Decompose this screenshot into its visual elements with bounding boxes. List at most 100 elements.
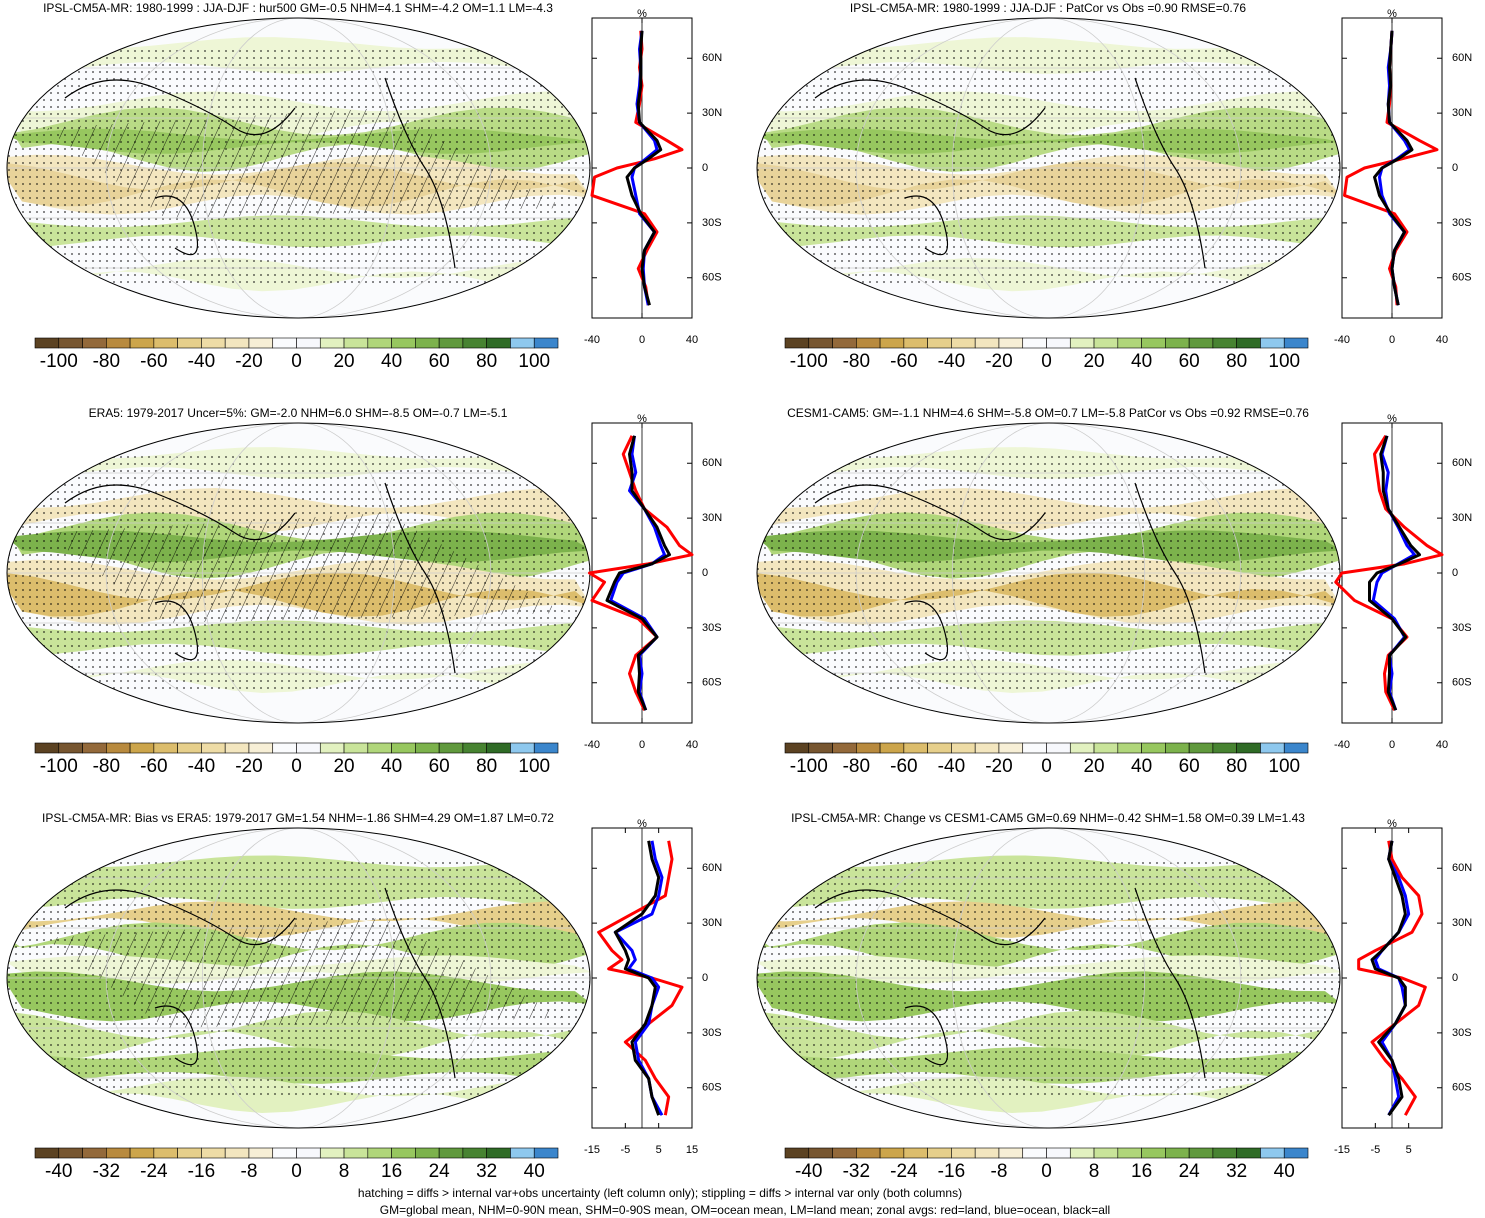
colorbar-label: 16 <box>381 1161 402 1182</box>
y-tick-label: 0 <box>1452 162 1458 174</box>
colorbar-box <box>319 1147 345 1159</box>
graticule <box>951 18 1146 318</box>
colorbar-label: 16 <box>1131 1161 1152 1182</box>
colorbar-label: -100 <box>790 756 828 777</box>
colorbar-box <box>1022 742 1047 754</box>
colorbar-label: -40 <box>188 351 215 372</box>
x-axis-label: % <box>637 818 647 830</box>
colorbar-label: 100 <box>518 351 550 372</box>
colorbar-box <box>951 1147 976 1159</box>
coastline <box>64 482 456 674</box>
colorbar-box <box>82 1147 107 1159</box>
colorbar-box <box>153 742 178 754</box>
panel-title: IPSL-CM5A-MR: 1980-1999 : JJA-DJF : hur5… <box>43 1 553 15</box>
graticule <box>855 423 1242 723</box>
colorbar-label: 0 <box>1041 1161 1052 1182</box>
colorbar-label: 0 <box>291 1161 302 1182</box>
colorbar-label: -80 <box>843 756 870 777</box>
colorbar-label: 20 <box>1083 351 1104 372</box>
colorbar-box <box>1188 742 1214 754</box>
panel-title: CESM1-CAM5: GM=-1.1 NHM=4.6 SHM=-5.8 OM=… <box>787 406 1309 420</box>
colorbar-box <box>1093 742 1119 754</box>
colorbar-label: 60 <box>1179 756 1200 777</box>
y-tick-label: 30N <box>1452 512 1472 524</box>
colorbar-box <box>1188 337 1214 349</box>
panel-title: ERA5: 1979-2017 Uncer=5%: GM=-2.0 NHM=6.… <box>89 406 508 420</box>
colorbar-box <box>415 337 440 349</box>
graticule <box>855 18 1242 318</box>
colorbar-box <box>391 1147 416 1159</box>
colorbar-label: -40 <box>795 1161 822 1182</box>
y-tick-label: 0 <box>702 567 708 579</box>
colorbar-box <box>832 742 857 754</box>
colorbar-label: 0 <box>1041 756 1052 777</box>
colorbar-label: 80 <box>476 351 497 372</box>
y-tick-label: 60S <box>1452 1082 1472 1094</box>
colorbar-label: 40 <box>1274 1161 1295 1182</box>
colorbar-box <box>1188 1147 1214 1159</box>
y-tick-label: 0 <box>702 972 708 984</box>
colorbar-box <box>129 742 155 754</box>
colorbar-box <box>343 337 369 349</box>
colorbar-box <box>1117 742 1142 754</box>
colorbar-box <box>343 1147 369 1159</box>
colorbar-box <box>784 337 810 349</box>
colorbar-box <box>153 337 178 349</box>
colorbar-label: 20 <box>333 351 354 372</box>
colorbar-label: -20 <box>985 351 1012 372</box>
colorbar-label: -60 <box>890 351 917 372</box>
colorbar-box <box>296 337 321 349</box>
colorbar-label: -20 <box>235 756 262 777</box>
map-border <box>756 827 1341 1129</box>
colorbar-label: 40 <box>1131 351 1152 372</box>
colorbar-box <box>486 1147 511 1159</box>
map <box>757 828 1340 1128</box>
x-tick-label: 0 <box>1389 739 1395 751</box>
colorbar-box <box>367 742 392 754</box>
colorbar-box <box>438 742 464 754</box>
map-border <box>756 422 1341 724</box>
x-tick-label: 5 <box>656 1144 662 1156</box>
graticule <box>855 828 1242 1128</box>
colorbar-box <box>415 742 440 754</box>
zonal-line <box>605 435 671 711</box>
colorbar-box <box>951 337 976 349</box>
colorbar-label: 24 <box>1179 1161 1201 1182</box>
map-border <box>756 17 1341 319</box>
colorbar-box <box>1212 337 1237 349</box>
colorbar-box <box>856 742 881 754</box>
colorbar-box <box>34 742 60 754</box>
map <box>757 18 1340 318</box>
y-tick-label: 30N <box>702 917 722 929</box>
colorbar-box <box>808 1147 833 1159</box>
colorbar-box <box>486 337 511 349</box>
colorbar-box <box>367 1147 392 1159</box>
colorbar-label: 8 <box>339 1161 350 1182</box>
zonal-line <box>588 435 694 711</box>
coastline <box>814 77 1206 269</box>
panel-title: IPSL-CM5A-MR: Change vs CESM1-CAM5 GM=0.… <box>791 811 1305 825</box>
colorbar-label: 80 <box>1226 756 1247 777</box>
x-axis-label: % <box>637 413 647 425</box>
x-tick-label: -40 <box>584 334 600 346</box>
graticule <box>105 828 492 1128</box>
colorbar-box <box>856 1147 881 1159</box>
colorbar-box <box>533 337 559 349</box>
footer-line: hatching = diffs > internal var+obs unce… <box>358 1186 962 1200</box>
colorbar-box <box>486 742 511 754</box>
colorbar-box <box>248 742 274 754</box>
colorbar-label: -32 <box>843 1161 870 1182</box>
colorbar-box <box>927 1147 952 1159</box>
colorbar-label: 20 <box>1083 756 1104 777</box>
x-tick-label: -5 <box>620 1144 630 1156</box>
colorbar-box <box>415 1147 440 1159</box>
colorbar-label: -24 <box>140 1161 168 1182</box>
colorbar-box <box>201 1147 226 1159</box>
y-tick-label: 60S <box>702 1082 722 1094</box>
colorbar-box <box>248 337 274 349</box>
colorbar-box <box>903 1147 928 1159</box>
colorbar-box <box>1141 1147 1166 1159</box>
colorbar-box <box>177 337 202 349</box>
